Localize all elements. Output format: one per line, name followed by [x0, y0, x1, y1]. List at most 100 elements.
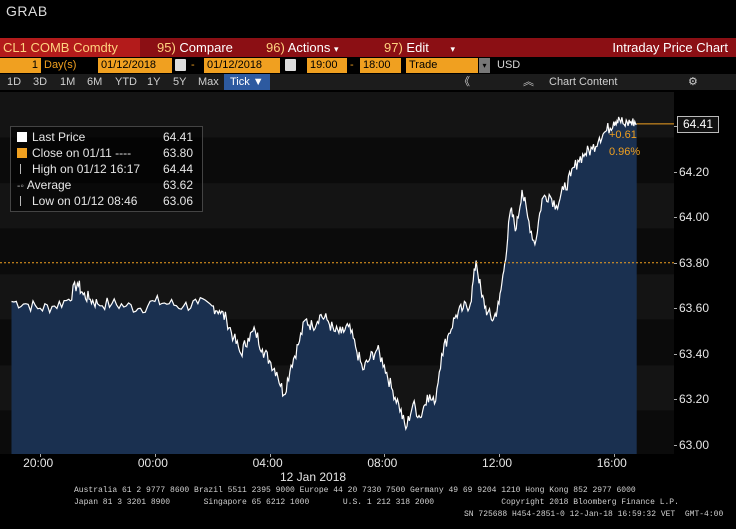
collapse-left-icon[interactable]: 《 [459, 76, 470, 88]
event-dropdown-icon[interactable]: ▾ [479, 58, 490, 73]
footer-contacts-line: Australia 61 2 9777 8600 Brazil 5511 239… [74, 486, 636, 495]
legend-high: High on 01/12 16:17 64.44 [17, 161, 197, 177]
footer-session-line: SN 725688 H454-2851-0 12-Jan-18 16:59:32… [464, 510, 724, 519]
event-select[interactable]: Trade [406, 58, 478, 73]
calendar-icon[interactable] [175, 59, 186, 71]
legend-high-value: 64.44 [162, 162, 193, 176]
period-unit[interactable]: Day(s) [44, 59, 77, 71]
y-tick-mark [674, 353, 677, 355]
legend-average: -◦ Average 63.62 [17, 177, 197, 193]
compare-button[interactable]: 95) Compare [157, 38, 233, 57]
period-value-field[interactable]: 1 [0, 58, 41, 73]
legend: Last Price 64.41 Close on 01/11 ---- 63.80… [10, 126, 203, 212]
y-tick-mark [674, 444, 677, 446]
legend-average-value: 63.62 [162, 178, 193, 192]
change-absolute: +0.61 [609, 129, 637, 141]
chart-content-button[interactable]: Chart Content [549, 76, 618, 88]
price-chart [0, 92, 674, 454]
start-time-field[interactable]: 19:00 [307, 58, 347, 73]
price-area [11, 117, 637, 454]
y-tick-label: 63.00 [679, 437, 710, 452]
end-time-field[interactable]: 18:00 [360, 58, 401, 73]
y-tick-label: 63.40 [679, 346, 710, 361]
x-tick-label: 12:00 [482, 456, 513, 470]
time-separator: - [350, 59, 354, 71]
x-tick-mark [499, 454, 501, 457]
y-tick-label: 64.20 [679, 164, 710, 179]
edit-button[interactable]: 97) Edit ▾ [384, 38, 455, 57]
legend-low-label: Low on 01/12 08:46 [32, 194, 138, 208]
function-bar [0, 38, 736, 57]
y-tick-mark [674, 126, 677, 128]
range-6m[interactable]: 6M [87, 76, 103, 88]
range-3d[interactable]: 3D [33, 76, 48, 88]
range-max[interactable]: Max [198, 76, 219, 88]
y-tick-mark [674, 399, 677, 401]
x-axis: 20:00 00:00 04:00 08:00 12:00 16:00 [0, 454, 674, 484]
legend-swatch [20, 196, 27, 206]
legend-last: Last Price 64.41 [17, 129, 197, 145]
x-tick-mark [613, 454, 615, 457]
y-tick-mark [674, 262, 677, 264]
x-tick-label: 16:00 [596, 456, 627, 470]
legend-last-value: 64.41 [162, 130, 193, 144]
legend-swatch [20, 164, 27, 174]
end-date-field[interactable]: 01/12/2018 [204, 58, 280, 73]
legend-close-label: Close on 01/11 ---- [32, 146, 132, 160]
x-tick-mark [40, 454, 42, 457]
range-1y[interactable]: 1Y [147, 76, 161, 88]
range-5y[interactable]: 5Y [173, 76, 187, 88]
currency-label: USD [497, 59, 521, 71]
change-percent: 0.96% [609, 146, 641, 158]
x-tick-label: 00:00 [137, 456, 168, 470]
compare-number: 95) [157, 40, 176, 55]
price-line [11, 116, 637, 431]
ticker-field[interactable]: CL1 COMB Comdty [0, 38, 140, 57]
legend-swatch [17, 132, 27, 142]
panel-title: Intraday Price Chart [612, 40, 728, 55]
legend-high-label: High on 01/12 16:17 [32, 162, 141, 176]
x-tick-mark [384, 454, 386, 457]
date-separator: - [191, 59, 195, 71]
y-tick-mark [674, 171, 677, 173]
start-date-field[interactable]: 01/12/2018 [98, 58, 172, 73]
y-tick-label: 63.60 [679, 301, 710, 316]
actions-button[interactable]: 96) Actions ▾ [266, 38, 339, 57]
edit-label: Edit [406, 40, 429, 55]
actions-dropdown-icon: ▾ [333, 44, 339, 54]
collapse-up-icon[interactable]: ︽ [523, 76, 534, 88]
last-price-badge: 64.41 [677, 115, 719, 133]
range-1m[interactable]: 1M [60, 76, 76, 88]
legend-close: Close on 01/11 ---- 63.80 [17, 145, 197, 161]
y-tick-label: 64.00 [679, 210, 710, 225]
window-title: GRAB [6, 3, 48, 19]
y-tick-mark [674, 308, 677, 310]
legend-close-value: 63.80 [162, 146, 193, 160]
legend-low: Low on 01/12 08:46 63.06 [17, 193, 197, 209]
gear-icon[interactable]: ⚙ [688, 76, 698, 88]
range-1d[interactable]: 1D [7, 76, 22, 88]
legend-swatch [17, 148, 27, 158]
y-tick-label: 63.20 [679, 392, 710, 407]
legend-last-label: Last Price [32, 130, 86, 144]
footer-copyright-line: Japan 81 3 3201 8900 Singapore 65 6212 1… [74, 498, 679, 507]
actions-number: 96) [266, 40, 285, 55]
actions-label: Actions [287, 40, 331, 55]
x-tick-label: 20:00 [23, 456, 54, 470]
x-tick-label: 04:00 [252, 456, 283, 470]
x-tick-mark [154, 454, 156, 457]
legend-swatch: -◦ [17, 181, 24, 192]
y-tick-mark [674, 217, 677, 219]
range-ytd[interactable]: YTD [115, 76, 137, 88]
compare-label: Compare [179, 40, 233, 55]
range-row [0, 74, 736, 90]
date-label: 12 Jan 2018 [280, 470, 347, 484]
tick-dropdown[interactable]: Tick ▼ [224, 74, 270, 90]
legend-average-label: Average [26, 178, 72, 192]
legend-low-value: 63.06 [162, 194, 193, 208]
footer: Australia 61 2 9777 8600 Brazil 5511 239… [0, 484, 736, 529]
x-tick-label: 08:00 [367, 456, 398, 470]
calendar-icon[interactable] [285, 59, 296, 71]
y-tick-label: 63.80 [679, 255, 710, 270]
